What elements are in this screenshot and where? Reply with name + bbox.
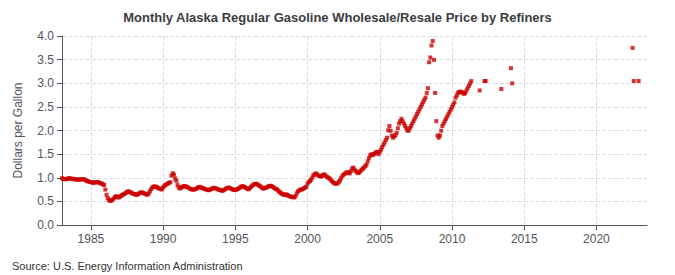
svg-text:1.0: 1.0 bbox=[37, 171, 54, 185]
svg-text:0.0: 0.0 bbox=[37, 218, 54, 232]
svg-text:1.5: 1.5 bbox=[37, 147, 54, 161]
svg-text:1995: 1995 bbox=[222, 232, 249, 246]
svg-text:2.5: 2.5 bbox=[37, 100, 54, 114]
svg-text:Source: U.S. Energy Informatio: Source: U.S. Energy Information Administ… bbox=[12, 260, 243, 272]
svg-text:4.0: 4.0 bbox=[37, 29, 54, 43]
svg-text:1990: 1990 bbox=[150, 232, 177, 246]
svg-text:0.5: 0.5 bbox=[37, 194, 54, 208]
svg-text:3.0: 3.0 bbox=[37, 76, 54, 90]
svg-text:2015: 2015 bbox=[511, 232, 538, 246]
svg-text:Monthly Alaska Regular Gasolin: Monthly Alaska Regular Gasoline Wholesal… bbox=[123, 10, 552, 25]
svg-text:2.0: 2.0 bbox=[37, 124, 54, 138]
svg-text:2005: 2005 bbox=[366, 232, 393, 246]
svg-text:2010: 2010 bbox=[439, 232, 466, 246]
svg-text:1985: 1985 bbox=[78, 232, 105, 246]
svg-text:Dollars per Gallon: Dollars per Gallon bbox=[11, 82, 25, 178]
svg-text:2020: 2020 bbox=[583, 232, 610, 246]
svg-text:3.5: 3.5 bbox=[37, 53, 54, 67]
svg-text:2000: 2000 bbox=[294, 232, 321, 246]
